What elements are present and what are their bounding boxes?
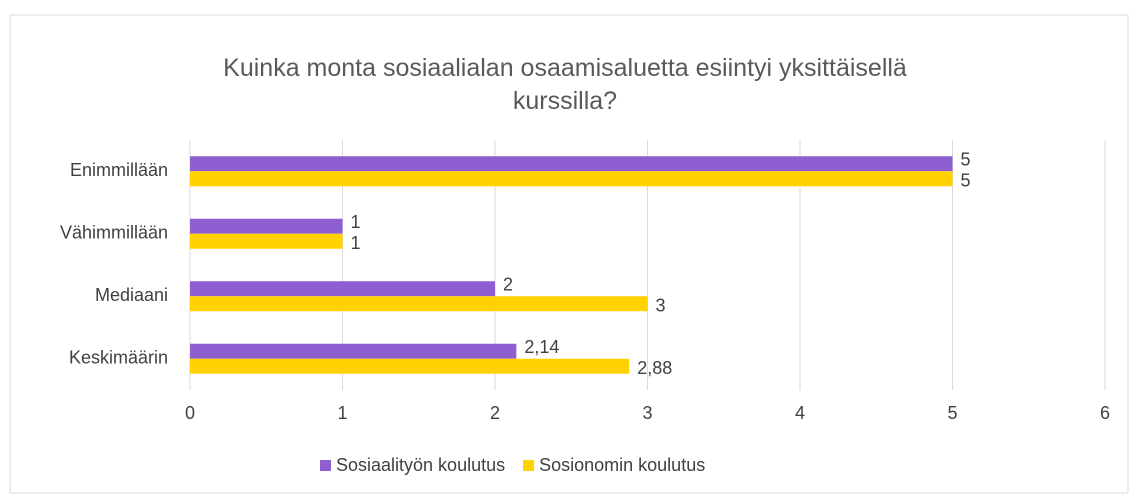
x-tick-label: 2 (490, 403, 500, 423)
x-tick-label: 6 (1100, 403, 1110, 423)
y-tick-label: Vähimmillään (60, 223, 168, 243)
chart-border (9, 14, 1129, 494)
value-label: 1 (351, 233, 361, 253)
legend-swatch (523, 460, 535, 471)
legend-label: Sosionomin koulutus (539, 455, 705, 475)
value-label: 2,14 (524, 337, 559, 357)
bar (190, 296, 648, 312)
bar (190, 156, 953, 172)
y-tick-label: Enimmillään (70, 160, 168, 180)
bar (190, 358, 630, 374)
bar (190, 281, 495, 297)
y-tick-label: Keskimäärin (69, 348, 168, 368)
y-tick-label: Mediaani (95, 285, 168, 305)
x-tick-label: 5 (947, 403, 957, 423)
value-label: 2 (503, 275, 513, 295)
x-tick-label: 1 (337, 403, 347, 423)
bar (190, 171, 953, 187)
value-label: 5 (961, 171, 971, 191)
bar (190, 218, 343, 234)
value-label: 1 (351, 212, 361, 232)
value-label: 2,88 (637, 358, 672, 378)
bar (190, 233, 343, 249)
x-tick-label: 0 (185, 403, 195, 423)
x-tick-label: 4 (795, 403, 805, 423)
value-label: 3 (656, 296, 666, 316)
value-label: 5 (961, 150, 971, 170)
legend-swatch (320, 460, 331, 471)
bar (190, 343, 517, 359)
x-tick-label: 3 (642, 403, 652, 423)
chart-title: Kuinka monta sosiaalialan osaamisaluetta… (223, 54, 907, 115)
legend-label: Sosiaalityön koulutus (336, 455, 505, 475)
